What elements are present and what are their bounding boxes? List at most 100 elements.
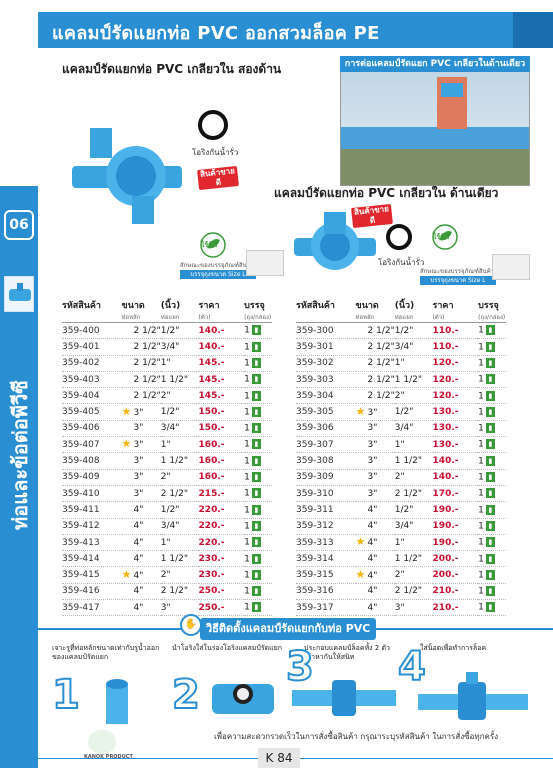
kanok-logo (88, 730, 116, 754)
star-icon: ★ (355, 404, 366, 418)
table-row: 359-315 ★ 4" 2" 200.- 1 ▮ (296, 566, 506, 584)
pack-qty: 1 ▮ (478, 550, 506, 568)
branch-size: 2 1/2" (394, 583, 433, 601)
pack-qty: 1 ▮ (244, 518, 272, 535)
branch-size: 1/2" (160, 403, 199, 421)
main-pipe-size: 3" (121, 485, 161, 503)
main-pipe-size: 4" (355, 501, 395, 519)
branch-size: 1/2" (394, 501, 433, 519)
product-code: 359-401 (62, 338, 122, 356)
branch-size: 1 1/2" (394, 550, 433, 568)
pack-icon: ▮ (251, 374, 261, 385)
price: 130.- (432, 420, 479, 438)
main-pipe-size: 4" (121, 501, 161, 519)
product-code: 359-409 (62, 469, 122, 486)
pack-qty: 1 ▮ (244, 469, 272, 486)
pack-icon: ▮ (251, 455, 261, 466)
branch-size: 1 1/2" (394, 452, 433, 470)
table-row: 359-312 4" 3/4" 190.- 1 ▮ (296, 518, 506, 535)
pack-icon: ▮ (485, 520, 495, 531)
product-code: 359-308 (296, 452, 356, 470)
branch-size: 3/4" (394, 338, 433, 356)
main-pipe-size: 2 1/2" (355, 322, 395, 340)
price-table-left: รหัสสินค้า ขนาด ท่อหลัก (นิ้ว) ท่อแยก ราค… (62, 296, 272, 617)
pack-qty: 1 ▮ (478, 371, 506, 389)
table-row: 359-415 ★ 4" 2" 230.- 1 ▮ (62, 566, 272, 584)
branch-size: 1 1/2" (160, 371, 199, 389)
table-row: 359-308 3" 1 1/2" 140.- 1 ▮ (296, 452, 506, 470)
price: 220.- (198, 501, 245, 519)
col-pack: บรรจุ (ถุง/กล่อง) (478, 296, 506, 323)
price: 200.- (432, 566, 479, 584)
pack-qty: 1 ▮ (478, 436, 506, 454)
price: 140.- (198, 338, 245, 356)
price: 200.- (432, 550, 479, 568)
photo-caption: การต่อแคลมป์รัดแยก PVC เกลียวในด้านเดียว (340, 56, 530, 72)
step-2: นำโอริงใส่ในร่องโอริงแคลมป์รัดแยก 2 (171, 644, 282, 719)
star-icon: ★ (355, 535, 366, 548)
main-pipe-size: ★ 4" (355, 566, 395, 584)
price: 210.- (432, 599, 479, 617)
branch-size: 1" (394, 436, 433, 454)
pack-qty: 1 ▮ (244, 436, 272, 454)
branch-size: 1/2" (394, 403, 433, 421)
table-row: 359-305 ★ 3" 1/2" 130.- 1 ▮ (296, 403, 506, 421)
section-title-single: แคลมป์รัดแยกท่อ PVC เกลียวใน ด้านเดียว (274, 186, 499, 200)
branch-size: 1" (394, 355, 433, 372)
col-price: ราคา (ตัว) (432, 296, 479, 323)
price: 150.- (198, 420, 245, 438)
oring-icon (198, 110, 228, 140)
pack-qty: 1 ▮ (478, 452, 506, 470)
pack-icon: ▮ (485, 455, 495, 466)
oring-label-left: โอริงกันน้ำรั่ว (192, 148, 239, 157)
pack-qty: 1 ▮ (244, 599, 272, 617)
main-pipe-size: ★ 3" (121, 403, 161, 421)
price: 160.- (198, 469, 245, 486)
table-row: 359-314 4" 1 1/2" 200.- 1 ▮ (296, 550, 506, 568)
product-code: 359-309 (296, 469, 356, 486)
table-row: 359-404 2 1/2" 2" 145.- 1 ▮ (62, 387, 272, 405)
table-row: 359-402 2 1/2" 1" 145.- 1 ▮ (62, 355, 272, 372)
branch-size: 2" (160, 387, 199, 405)
pack-icon: ▮ (485, 537, 495, 548)
table-row: 359-311 4" 1/2" 190.- 1 ▮ (296, 501, 506, 519)
table-row: 359-416 4" 2 1/2" 250.- 1 ▮ (62, 583, 272, 601)
col-price: ราคา (ตัว) (198, 296, 245, 323)
main-pipe-size: 3" (121, 469, 161, 486)
pack-icon: ▮ (251, 341, 261, 352)
branch-size: 1/2" (394, 322, 433, 340)
installation-photo (340, 56, 530, 186)
pack-icon: ▮ (485, 357, 495, 368)
main-pipe-size: 3" (355, 452, 395, 470)
table-row: 359-409 3" 2" 160.- 1 ▮ (62, 469, 272, 486)
pack-icon: ▮ (485, 406, 495, 417)
pack-icon: ▮ (485, 341, 495, 352)
branch-size: 1 1/2" (160, 550, 199, 568)
price: 130.- (432, 436, 479, 454)
main-pipe-size: 4" (355, 518, 395, 535)
pack-icon: ▮ (251, 504, 261, 515)
pack-qty: 1 ▮ (244, 403, 272, 421)
pack-qty: 1 ▮ (244, 550, 272, 568)
pack-qty: 1 ▮ (244, 322, 272, 340)
pack-icon: ▮ (251, 423, 261, 434)
price: 160.- (198, 436, 245, 454)
price: 140.- (198, 322, 245, 340)
main-pipe-size: 2 1/2" (355, 371, 395, 389)
pack-qty: 1 ▮ (244, 371, 272, 389)
page-title: แคลมป์รัดแยกท่อ PVC ออกสวมล็อค PE (52, 23, 380, 44)
pack-qty: 1 ▮ (244, 355, 272, 372)
price: 145.- (198, 355, 245, 372)
main-pipe-size: 2 1/2" (121, 387, 161, 405)
price: 145.- (198, 371, 245, 389)
table-row: 359-309 3" 2" 140.- 1 ▮ (296, 469, 506, 486)
logo-text: KANOK PRODUCT (84, 754, 133, 760)
main-pipe-size: 2 1/2" (121, 338, 161, 356)
branch-size: 2" (394, 387, 433, 405)
product-code: 359-313 (296, 534, 356, 552)
pack-qty: 1 ▮ (244, 452, 272, 470)
price: 120.- (432, 355, 479, 372)
pack-icon: ▮ (485, 439, 495, 450)
branch-size: 3" (394, 599, 433, 617)
pack-icon: ▮ (485, 325, 495, 336)
